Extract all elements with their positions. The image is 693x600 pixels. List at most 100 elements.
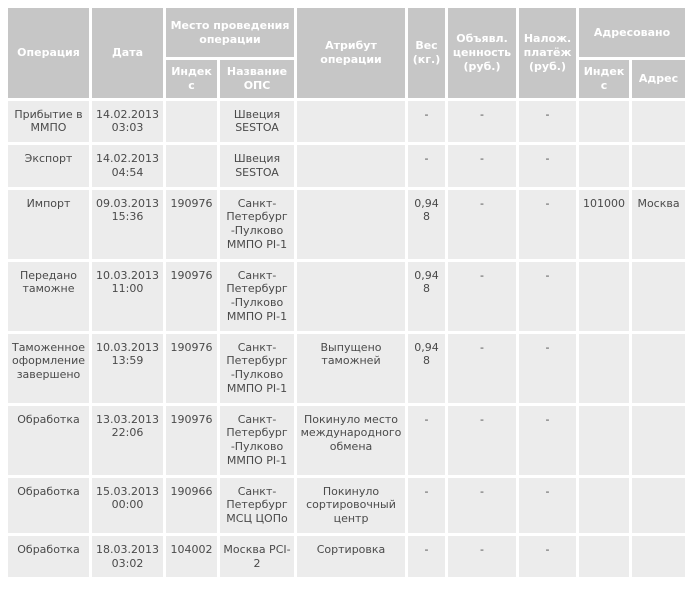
col-header-addressed-group: Адресовано (579, 8, 686, 57)
cell-operation: Обработка (8, 405, 89, 475)
cell-addressed-address (632, 145, 686, 187)
header-row-groups: Операция Дата Место проведения операции … (8, 8, 686, 98)
cell-declared-value: - (448, 333, 517, 403)
cell-addressed-address (632, 100, 686, 142)
cell-addressed-index (579, 535, 630, 578)
cell-operation: Таможенное оформление завершено (8, 333, 89, 403)
cell-place-name: Швеция SESTOA (220, 145, 295, 187)
cell-date: 15.03.2013 00:00 (92, 477, 163, 533)
cell-place-index: 190976 (166, 405, 217, 475)
cell-operation: Импорт (8, 189, 89, 259)
col-header-declared-value: Объявл. ценность (руб.) (448, 8, 517, 98)
cell-date: 18.03.2013 03:02 (92, 535, 163, 578)
cell-cod: - (519, 189, 577, 259)
cell-declared-value: - (448, 261, 517, 331)
cell-place-name: Санкт-Петербург -Пулково ММПО PI-1 (220, 405, 295, 475)
cell-place-name: Швеция SESTOA (220, 100, 295, 142)
cell-cod: - (519, 100, 577, 142)
cell-date: 10.03.2013 11:00 (92, 261, 163, 331)
table-row: Передано таможне 10.03.2013 11:00 190976… (8, 261, 686, 331)
cell-declared-value: - (448, 405, 517, 475)
cell-operation: Экспорт (8, 145, 89, 187)
cell-addressed-address (632, 477, 686, 533)
cell-addressed-index (579, 100, 630, 142)
cell-weight: - (408, 100, 446, 142)
table-row: Обработка 15.03.2013 00:00 190966 Санкт-… (8, 477, 686, 533)
cell-attribute: Сортировка (297, 535, 406, 578)
cell-date: 09.03.2013 15:36 (92, 189, 163, 259)
table-row: Обработка 13.03.2013 22:06 190976 Санкт-… (8, 405, 686, 475)
cell-operation: Передано таможне (8, 261, 89, 331)
cell-weight: - (408, 535, 446, 578)
header-row-sub: Индекс Название ОПС Индекс Адрес (8, 60, 686, 98)
col-header-addressed-index: Индекс (579, 60, 630, 98)
cell-addressed-index (579, 405, 630, 475)
cell-date: 14.02.2013 03:03 (92, 100, 163, 142)
col-header-cod: Налож. платёж (руб.) (519, 8, 577, 98)
cell-place-index: 190976 (166, 189, 217, 259)
cell-addressed-address (632, 535, 686, 578)
cell-declared-value: - (448, 145, 517, 187)
cell-place-index (166, 100, 217, 142)
cell-operation: Прибытие в ММПО (8, 100, 89, 142)
table-row: Прибытие в ММПО 14.02.2013 03:03 Швеция … (8, 100, 686, 142)
cell-place-index: 190966 (166, 477, 217, 533)
col-header-date: Дата (92, 8, 163, 98)
col-header-place-group: Место проведения операции (166, 8, 295, 57)
cell-place-index: 190976 (166, 261, 217, 331)
cell-place-name: Санкт-Петербург -Пулково ММПО PI-1 (220, 189, 295, 259)
col-header-place-index: Индекс (166, 60, 217, 98)
table-row: Импорт 09.03.2013 15:36 190976 Санкт-Пет… (8, 189, 686, 259)
cell-attribute (297, 189, 406, 259)
col-header-addressed-address: Адрес (632, 60, 686, 98)
col-header-weight: Вес (кг.) (408, 8, 446, 98)
cell-weight: 0,948 (408, 333, 446, 403)
cell-attribute: Покинуло место международного обмена (297, 405, 406, 475)
cell-operation: Обработка (8, 535, 89, 578)
col-header-attribute: Атрибут операции (297, 8, 406, 98)
cell-weight: 0,948 (408, 189, 446, 259)
cell-addressed-index (579, 145, 630, 187)
cell-cod: - (519, 145, 577, 187)
col-header-place-name: Название ОПС (220, 60, 295, 98)
cell-place-name: Санкт-Петербург МСЦ ЦОПо (220, 477, 295, 533)
cell-date: 13.03.2013 22:06 (92, 405, 163, 475)
cell-weight: - (408, 405, 446, 475)
cell-place-name: Москва PCI-2 (220, 535, 295, 578)
cell-addressed-index: 101000 (579, 189, 630, 259)
cell-cod: - (519, 333, 577, 403)
cell-declared-value: - (448, 535, 517, 578)
cell-place-index (166, 145, 217, 187)
cell-place-index: 104002 (166, 535, 217, 578)
cell-addressed-index (579, 261, 630, 331)
cell-addressed-address (632, 405, 686, 475)
cell-place-name: Санкт-Петербург -Пулково ММПО PI-1 (220, 261, 295, 331)
cell-date: 10.03.2013 13:59 (92, 333, 163, 403)
cell-attribute (297, 145, 406, 187)
table-header: Операция Дата Место проведения операции … (8, 8, 686, 98)
cell-weight: 0,948 (408, 261, 446, 331)
col-header-operation: Операция (8, 8, 89, 98)
cell-place-index: 190976 (166, 333, 217, 403)
cell-addressed-index (579, 477, 630, 533)
cell-cod: - (519, 405, 577, 475)
cell-declared-value: - (448, 100, 517, 142)
cell-attribute: Выпущено таможней (297, 333, 406, 403)
cell-weight: - (408, 145, 446, 187)
cell-addressed-address (632, 261, 686, 331)
cell-declared-value: - (448, 189, 517, 259)
cell-place-name: Санкт-Петербург -Пулково ММПО PI-1 (220, 333, 295, 403)
table-row: Таможенное оформление завершено 10.03.20… (8, 333, 686, 403)
cell-date: 14.02.2013 04:54 (92, 145, 163, 187)
cell-addressed-index (579, 333, 630, 403)
table-row: Экспорт 14.02.2013 04:54 Швеция SESTOA -… (8, 145, 686, 187)
cell-cod: - (519, 477, 577, 533)
table-body: Прибытие в ММПО 14.02.2013 03:03 Швеция … (8, 100, 686, 578)
cell-addressed-address (632, 333, 686, 403)
table-row: Обработка 18.03.2013 03:02 104002 Москва… (8, 535, 686, 578)
cell-declared-value: - (448, 477, 517, 533)
cell-attribute (297, 261, 406, 331)
tracking-table: Операция Дата Место проведения операции … (5, 5, 688, 580)
cell-cod: - (519, 535, 577, 578)
